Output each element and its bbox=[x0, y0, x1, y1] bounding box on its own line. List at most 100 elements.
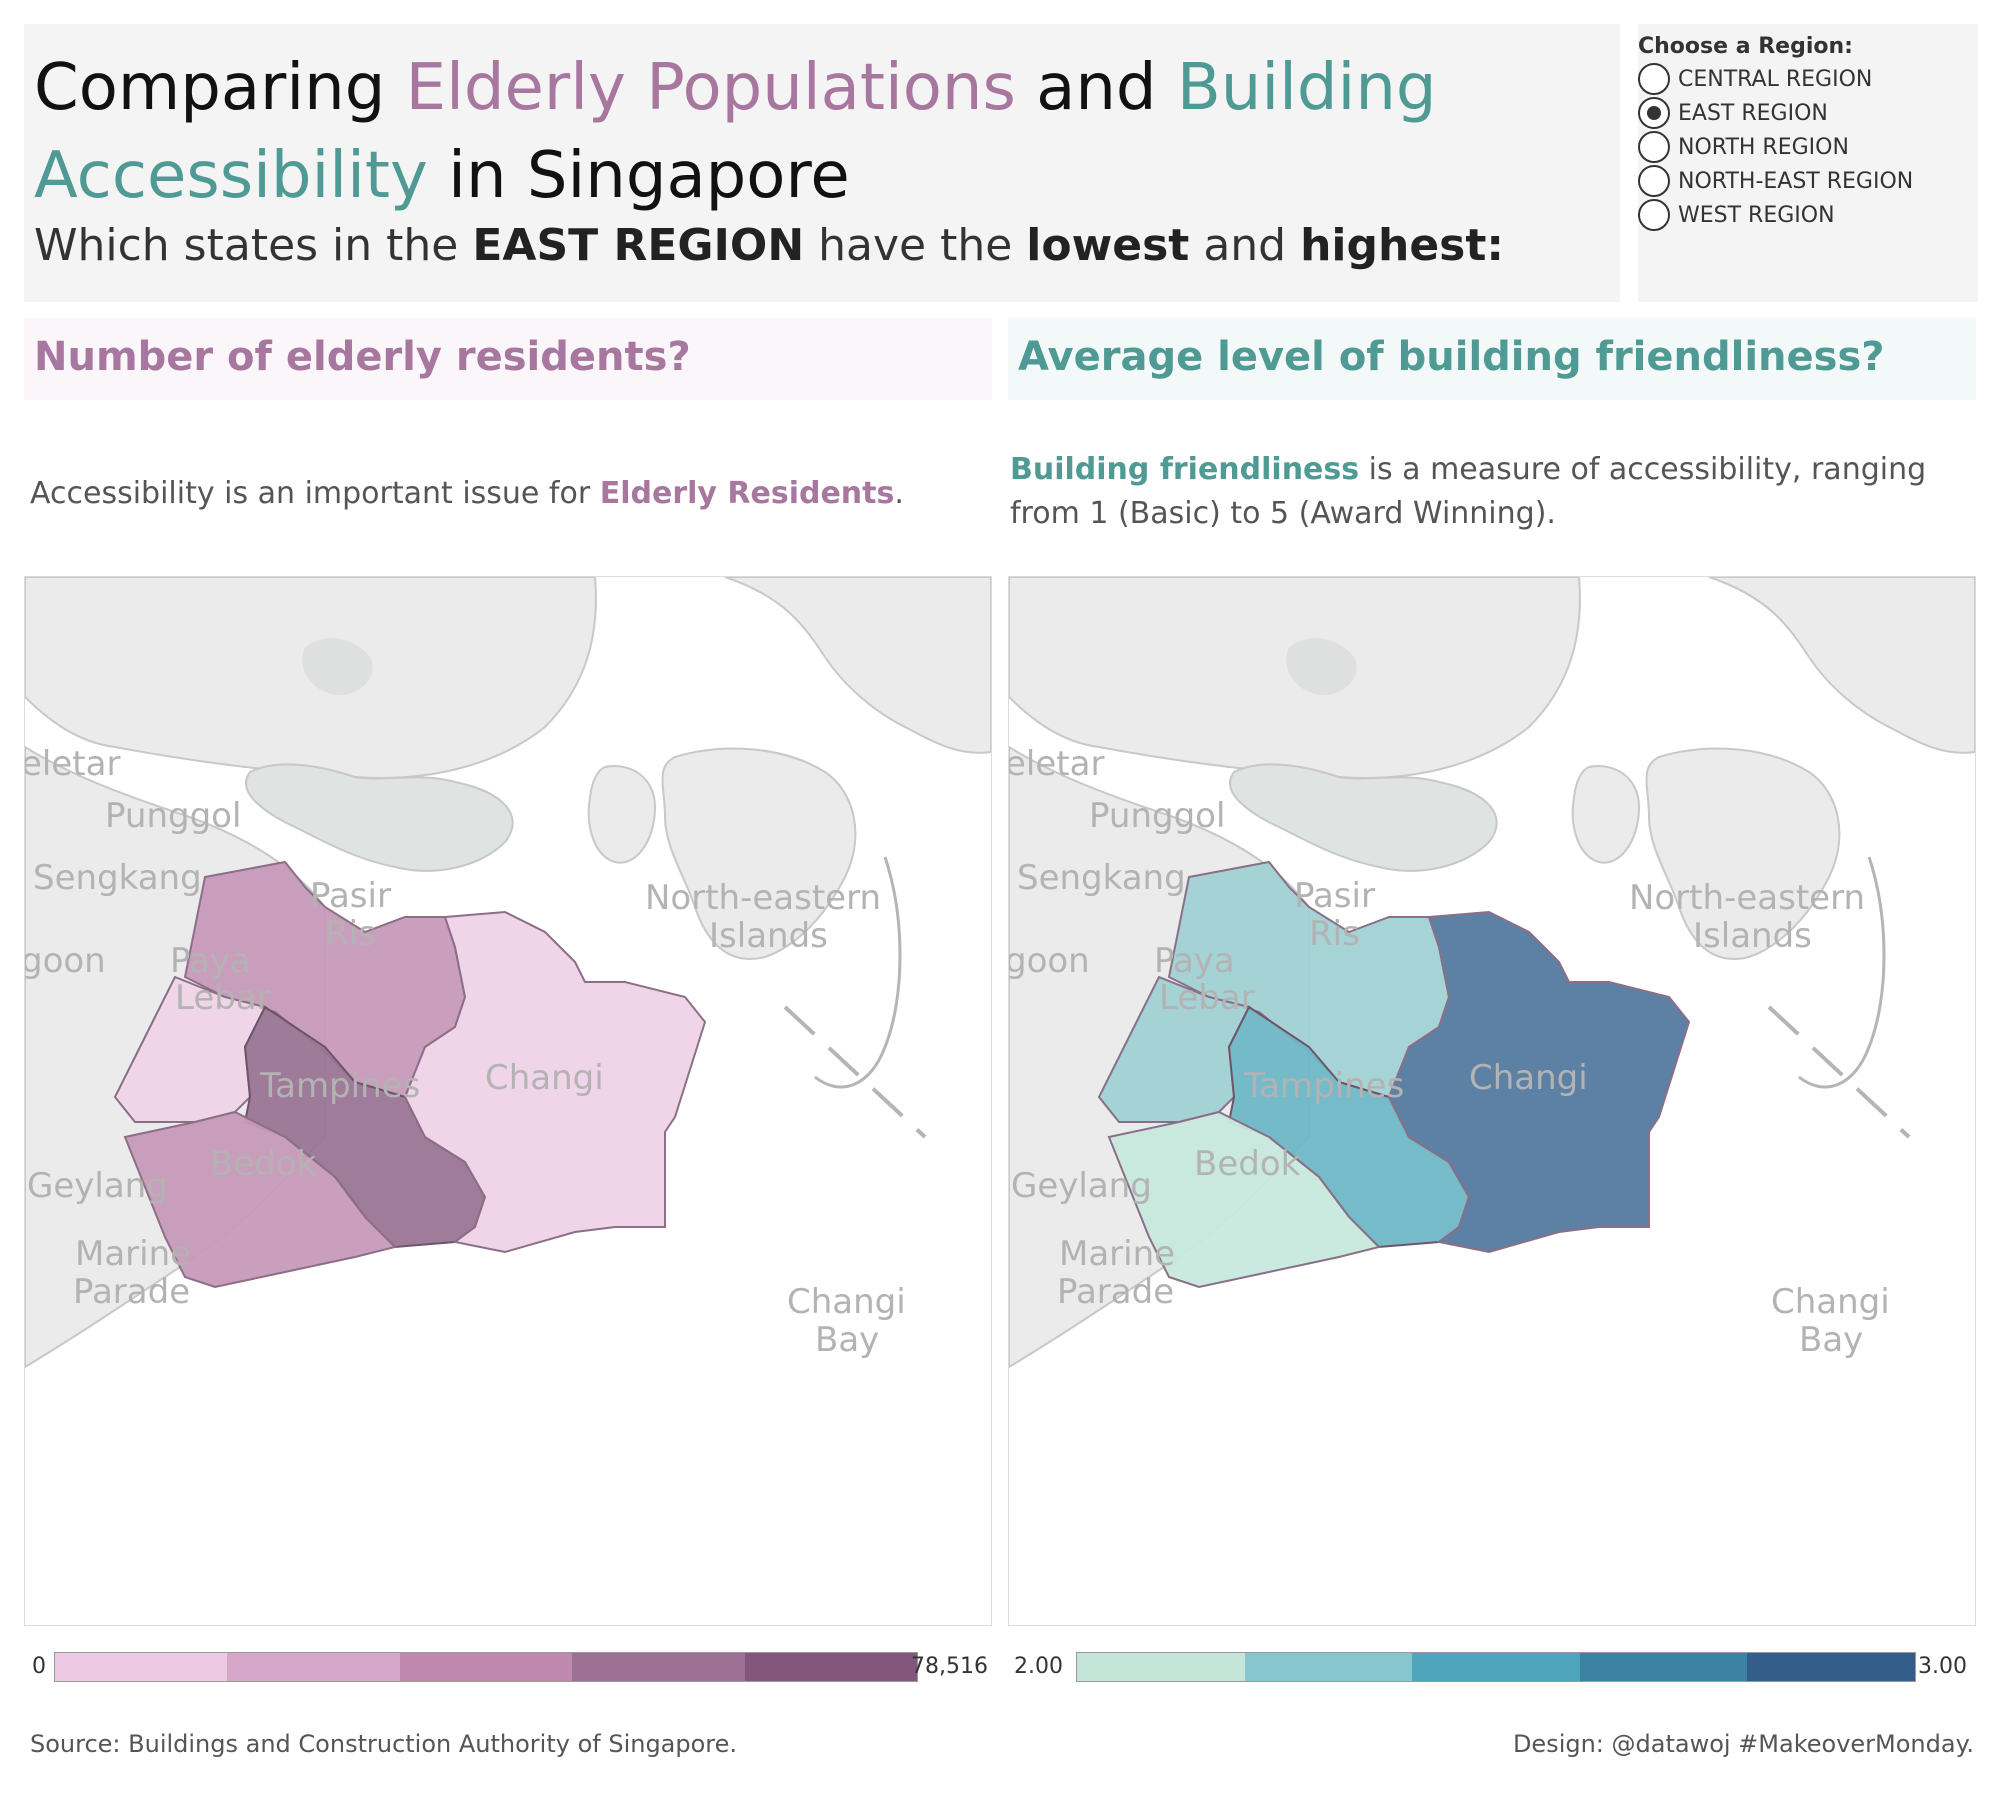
subtitle-text: and bbox=[1189, 220, 1301, 271]
legend-max: 3.00 bbox=[1918, 1654, 1967, 1679]
subtitle-text: Which states in the bbox=[34, 220, 473, 271]
legend-swatch bbox=[1579, 1653, 1748, 1681]
map-label-goon: goon bbox=[1009, 941, 1090, 981]
map-label-bay: Bay bbox=[815, 1320, 879, 1360]
legend-max: 78,516 bbox=[911, 1654, 988, 1679]
pulau-tekong bbox=[661, 747, 857, 960]
map-label-marine: Marine bbox=[75, 1234, 191, 1274]
radio-button[interactable] bbox=[1638, 165, 1670, 197]
radio-button-selected[interactable] bbox=[1638, 97, 1670, 129]
elderly-color-legend: 0 78,516 bbox=[24, 1650, 992, 1684]
northeast-coast bbox=[724, 577, 991, 754]
region-option-west[interactable]: WEST REGION bbox=[1638, 198, 1978, 232]
subtitle-highest: highest bbox=[1300, 220, 1487, 271]
pulau-ubin bbox=[245, 763, 514, 872]
north-eastern-islands bbox=[1571, 765, 1641, 864]
district-bedok[interactable] bbox=[123, 1110, 397, 1289]
subtitle-text: have the bbox=[804, 220, 1027, 271]
legend-swatch bbox=[227, 1653, 400, 1681]
map-label-changi-bay: Changi bbox=[787, 1282, 906, 1322]
design-credit: Design: @datawoj #MakeoverMonday. bbox=[1512, 1730, 1974, 1758]
title-building-accessibility: Building Accessibility bbox=[34, 51, 1437, 213]
region-selector-title: Choose a Region: bbox=[1638, 34, 1853, 59]
legend-swatch bbox=[1747, 1653, 1915, 1681]
map-label-changi-bay: Changi bbox=[1771, 1282, 1890, 1322]
pulau-tekong bbox=[1645, 747, 1841, 960]
map-label-parade: Parade bbox=[73, 1272, 190, 1312]
description-text: Accessibility is an important issue for bbox=[30, 476, 600, 511]
map-label-changi: Changi bbox=[1469, 1058, 1588, 1098]
district-bedok[interactable] bbox=[1107, 1110, 1381, 1289]
page-title: Comparing Elderly Populations and Buildi… bbox=[34, 44, 1594, 220]
title-text: Comparing bbox=[34, 51, 406, 125]
map-label-bedok: Bedok bbox=[210, 1144, 317, 1184]
legend-swatch bbox=[1412, 1653, 1580, 1681]
title-elderly-populations: Elderly Populations bbox=[405, 51, 1016, 125]
page-subtitle: Which states in the EAST REGION have the… bbox=[34, 216, 1504, 276]
elderly-question: Number of elderly residents? bbox=[34, 334, 691, 380]
region-option-east[interactable]: EAST REGION bbox=[1638, 96, 1978, 130]
description-text: . bbox=[894, 476, 904, 511]
map-label-pasir: Pasir bbox=[310, 876, 391, 916]
map-label-north-eastern: North-eastern bbox=[1629, 878, 1865, 918]
map-label-marine: Marine bbox=[1059, 1234, 1175, 1274]
map-label-lebar: Lebar bbox=[1159, 978, 1255, 1018]
legend-min: 2.00 bbox=[1014, 1654, 1063, 1679]
map-label-punggol: Punggol bbox=[105, 796, 241, 836]
map-label-bay: Bay bbox=[1799, 1320, 1863, 1360]
map-label-pasir: Pasir bbox=[1294, 876, 1375, 916]
region-option-central[interactable]: CENTRAL REGION bbox=[1638, 62, 1978, 96]
map-label-goon: goon bbox=[25, 941, 106, 981]
elderly-question-box: Number of elderly residents? bbox=[24, 318, 992, 400]
legend-swatch bbox=[744, 1653, 918, 1681]
elderly-description: Accessibility is an important issue for … bbox=[30, 472, 980, 516]
radio-button[interactable] bbox=[1638, 131, 1670, 163]
region-option-label: EAST REGION bbox=[1678, 100, 1828, 126]
map-label-tampines: Tampines bbox=[259, 1066, 420, 1106]
region-option-label: WEST REGION bbox=[1678, 202, 1835, 228]
subtitle-lowest: lowest bbox=[1026, 220, 1190, 271]
north-eastern-islands bbox=[587, 765, 657, 864]
map-label-geylang: Geylang bbox=[1011, 1166, 1152, 1206]
map-label-punggol: Punggol bbox=[1089, 796, 1225, 836]
changi-coast-line bbox=[814, 856, 902, 1089]
subtitle-region: EAST REGION bbox=[472, 220, 805, 271]
description-highlight: Elderly Residents bbox=[599, 476, 895, 511]
legend-swatch bbox=[572, 1653, 745, 1681]
pulau-ubin bbox=[1229, 763, 1498, 872]
map-label-seletar: eletar bbox=[1009, 744, 1104, 784]
radio-button[interactable] bbox=[1638, 199, 1670, 231]
region-option-label: NORTH-EAST REGION bbox=[1678, 168, 1914, 194]
changi-coast-line bbox=[1798, 856, 1886, 1089]
map-label-ris: Ris bbox=[325, 914, 376, 954]
subtitle-colon: : bbox=[1486, 220, 1504, 271]
district-changi[interactable] bbox=[1387, 910, 1691, 1254]
description-highlight: Building friendliness bbox=[1010, 452, 1360, 487]
region-option-north[interactable]: NORTH REGION bbox=[1638, 130, 1978, 164]
map-label-seletar: eletar bbox=[25, 744, 120, 784]
district-changi[interactable] bbox=[403, 910, 707, 1254]
description-text: is a measure of accessibility, ranging f… bbox=[1010, 452, 1927, 531]
legend-swatch bbox=[1077, 1653, 1245, 1681]
runway-line bbox=[783, 1005, 927, 1139]
title-text: and bbox=[1015, 51, 1177, 125]
building-friendliness-map[interactable]: eletar Punggol Sengkang Pasir Ris Paya L… bbox=[1008, 576, 1976, 1626]
source-note: Source: Buildings and Construction Autho… bbox=[30, 1730, 738, 1758]
legend-color-ramp bbox=[54, 1652, 918, 1682]
map-label-tampines: Tampines bbox=[1243, 1066, 1404, 1106]
map-label-geylang: Geylang bbox=[27, 1166, 168, 1206]
map-label-paya: Paya bbox=[1154, 941, 1235, 981]
map-label-sengkang: Sengkang bbox=[1017, 858, 1186, 898]
region-option-label: CENTRAL REGION bbox=[1678, 66, 1873, 92]
map-label-ris: Ris bbox=[1309, 914, 1360, 954]
region-option-north-east[interactable]: NORTH-EAST REGION bbox=[1638, 164, 1978, 198]
map-label-north-eastern: North-eastern bbox=[645, 878, 881, 918]
radio-button[interactable] bbox=[1638, 63, 1670, 95]
map-label-paya: Paya bbox=[170, 941, 251, 981]
runway-line bbox=[1767, 1005, 1911, 1139]
title-text: in Singapore bbox=[427, 139, 850, 213]
map-label-islands: Islands bbox=[709, 916, 828, 956]
map-label-sengkang: Sengkang bbox=[33, 858, 202, 898]
elderly-residents-map[interactable]: eletar Punggol Sengkang Pasir Ris Paya L… bbox=[24, 576, 992, 1626]
legend-swatch bbox=[399, 1653, 573, 1681]
